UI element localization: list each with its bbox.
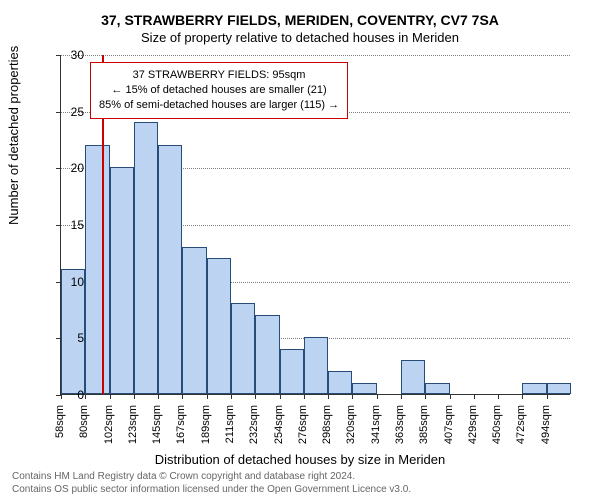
xtick-label: 298sqm	[321, 405, 333, 455]
xtick-mark	[498, 394, 499, 399]
xtick-label: 276sqm	[297, 405, 309, 455]
xtick-mark	[158, 394, 159, 399]
xtick-mark	[182, 394, 183, 399]
xtick-label: 189sqm	[200, 405, 212, 455]
footer-line1: Contains HM Land Registry data © Crown c…	[12, 471, 411, 484]
xtick-label: 145sqm	[151, 405, 163, 455]
xtick-mark	[255, 394, 256, 399]
xtick-label: 494sqm	[540, 405, 552, 455]
ytick-label: 15	[59, 218, 84, 232]
xtick-label: 472sqm	[515, 405, 527, 455]
annotation-line1: 37 STRAWBERRY FIELDS: 95sqm	[99, 68, 339, 83]
xtick-label: 167sqm	[175, 405, 187, 455]
histogram-bar	[401, 360, 425, 394]
xtick-label: 407sqm	[443, 405, 455, 455]
xtick-label: 341sqm	[370, 405, 382, 455]
histogram-bar	[231, 303, 255, 394]
histogram-bar	[110, 167, 134, 394]
histogram-bar	[328, 371, 352, 394]
xtick-label: 211sqm	[224, 405, 236, 455]
xtick-mark	[474, 394, 475, 399]
xtick-label: 102sqm	[103, 405, 115, 455]
histogram-bar	[425, 383, 449, 394]
ytick-label: 20	[59, 161, 84, 175]
xtick-label: 385sqm	[418, 405, 430, 455]
chart-title-main: 37, STRAWBERRY FIELDS, MERIDEN, COVENTRY…	[0, 0, 600, 28]
xtick-mark	[547, 394, 548, 399]
xtick-mark	[231, 394, 232, 399]
xtick-mark	[85, 394, 86, 399]
xtick-mark	[425, 394, 426, 399]
xtick-mark	[352, 394, 353, 399]
xtick-label: 429sqm	[467, 405, 479, 455]
xtick-mark	[450, 394, 451, 399]
histogram-bar	[134, 122, 158, 394]
ytick-label: 5	[59, 331, 84, 345]
histogram-bar	[522, 383, 546, 394]
annotation-box: 37 STRAWBERRY FIELDS: 95sqm ← 15% of det…	[90, 62, 348, 119]
xtick-label: 254sqm	[273, 405, 285, 455]
ytick-label: 10	[59, 275, 84, 289]
ytick-label: 0	[59, 388, 84, 402]
xtick-label: 80sqm	[78, 405, 90, 455]
xtick-mark	[134, 394, 135, 399]
histogram-bar	[255, 315, 279, 394]
xtick-label: 450sqm	[491, 405, 503, 455]
histogram-bar	[182, 247, 206, 394]
xtick-label: 123sqm	[127, 405, 139, 455]
histogram-bar	[85, 145, 109, 394]
xtick-mark	[401, 394, 402, 399]
chart-container: 37, STRAWBERRY FIELDS, MERIDEN, COVENTRY…	[0, 0, 600, 500]
gridline	[61, 55, 570, 56]
annotation-line3: 85% of semi-detached houses are larger (…	[99, 98, 339, 113]
y-axis-label: Number of detached properties	[6, 46, 21, 225]
histogram-bar	[352, 383, 376, 394]
xtick-label: 232sqm	[248, 405, 260, 455]
xtick-mark	[207, 394, 208, 399]
xtick-mark	[377, 394, 378, 399]
xtick-mark	[280, 394, 281, 399]
xtick-mark	[328, 394, 329, 399]
histogram-bar	[207, 258, 231, 394]
ytick-label: 25	[59, 105, 84, 119]
annotation-line2: ← 15% of detached houses are smaller (21…	[99, 83, 339, 98]
footer-line2: Contains OS public sector information li…	[12, 484, 411, 497]
xtick-label: 58sqm	[54, 405, 66, 455]
ytick-label: 30	[59, 48, 84, 62]
xtick-mark	[522, 394, 523, 399]
xtick-mark	[110, 394, 111, 399]
footer-attribution: Contains HM Land Registry data © Crown c…	[12, 471, 411, 496]
xtick-mark	[304, 394, 305, 399]
chart-title-sub: Size of property relative to detached ho…	[0, 28, 600, 45]
xtick-label: 363sqm	[394, 405, 406, 455]
histogram-bar	[304, 337, 328, 394]
histogram-bar	[158, 145, 182, 394]
histogram-bar	[280, 349, 304, 394]
xtick-label: 320sqm	[345, 405, 357, 455]
histogram-bar	[547, 383, 571, 394]
